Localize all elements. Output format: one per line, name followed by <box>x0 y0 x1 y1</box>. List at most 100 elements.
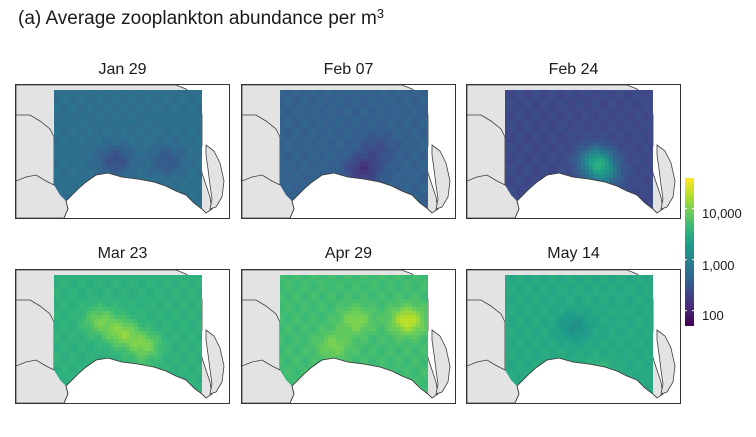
heatmap-cell <box>396 283 400 287</box>
heatmap-cell <box>94 102 98 106</box>
heatmap-cell <box>90 323 94 327</box>
heatmap-cell <box>541 142 545 146</box>
heatmap-cell <box>521 174 525 178</box>
heatmap-cell <box>106 98 110 102</box>
heatmap-cell <box>324 114 328 118</box>
heatmap-cell <box>74 170 78 174</box>
heatmap-cell <box>645 198 649 202</box>
heatmap-cell <box>392 275 396 279</box>
heatmap-cell <box>106 319 110 323</box>
heatmap-cell <box>320 166 324 170</box>
heatmap-cell <box>613 158 617 162</box>
heatmap-cell <box>400 275 404 279</box>
heatmap-cell <box>70 98 74 102</box>
heatmap-cell <box>609 126 613 130</box>
heatmap-cell <box>114 347 118 351</box>
heatmap-cell <box>372 98 376 102</box>
heatmap-cell <box>509 150 513 154</box>
heatmap-cell <box>98 126 102 130</box>
heatmap-cell <box>126 323 130 327</box>
heatmap-cell <box>300 275 304 279</box>
heatmap-cell <box>134 150 138 154</box>
heatmap-cell <box>142 351 146 355</box>
heatmap-cell <box>166 315 170 319</box>
heatmap-cell <box>316 166 320 170</box>
heatmap-cell <box>360 126 364 130</box>
heatmap-cell <box>328 146 332 150</box>
heatmap-cell <box>645 178 649 182</box>
heatmap-cell <box>82 130 86 134</box>
heatmap-cell <box>505 138 509 142</box>
heatmap-cell <box>384 154 388 158</box>
heatmap-cell <box>541 122 545 126</box>
heatmap-cell <box>288 114 292 118</box>
heatmap-cell <box>420 170 424 174</box>
heatmap-cell <box>82 295 86 299</box>
heatmap-cell <box>146 138 150 142</box>
heatmap-cell <box>158 150 162 154</box>
heatmap-cell <box>613 126 617 130</box>
heatmap-cell <box>304 126 308 130</box>
heatmap-cell <box>110 331 114 335</box>
heatmap-cell <box>154 162 158 166</box>
heatmap-cell <box>517 194 521 198</box>
heatmap-cell <box>288 194 292 198</box>
heatmap-cell <box>90 351 94 355</box>
heatmap-cell <box>122 343 126 347</box>
heatmap-cell <box>621 126 625 130</box>
heatmap-cell <box>392 283 396 287</box>
heatmap-cell <box>412 166 416 170</box>
heatmap-cell <box>388 122 392 126</box>
heatmap-cell <box>609 166 613 170</box>
heatmap-cell <box>625 158 629 162</box>
heatmap-cell <box>122 331 126 335</box>
heatmap-cell <box>360 122 364 126</box>
heatmap-cell <box>170 311 174 315</box>
heatmap-cell <box>537 110 541 114</box>
heatmap-cell <box>424 110 428 114</box>
heatmap-cell <box>400 142 404 146</box>
heatmap-cell <box>142 319 146 323</box>
heatmap-cell <box>340 295 344 299</box>
heatmap-cell <box>537 106 541 110</box>
heatmap-cell <box>332 291 336 295</box>
heatmap-cell <box>158 174 162 178</box>
heatmap-cell <box>388 114 392 118</box>
heatmap-cell <box>344 138 348 142</box>
heatmap-cell <box>106 158 110 162</box>
heatmap-cell <box>130 311 134 315</box>
heatmap-cell <box>645 166 649 170</box>
heatmap-cell <box>198 287 202 291</box>
heatmap-cell <box>198 279 202 283</box>
heatmap-cell <box>537 102 541 106</box>
heatmap-cell <box>328 114 332 118</box>
heatmap-cell <box>364 118 368 122</box>
heatmap-cell <box>420 194 424 198</box>
heatmap-cell <box>553 118 557 122</box>
heatmap-cell <box>110 319 114 323</box>
heatmap-cell <box>344 130 348 134</box>
heatmap-cell <box>82 315 86 319</box>
heatmap-cell <box>98 287 102 291</box>
heatmap-cell <box>344 279 348 283</box>
heatmap-cell <box>408 178 412 182</box>
heatmap-cell <box>356 283 360 287</box>
heatmap-cell <box>577 174 581 178</box>
land-shape <box>431 144 451 210</box>
heatmap-cell <box>110 106 114 110</box>
heatmap-cell <box>110 275 114 279</box>
heatmap-cell <box>198 194 202 198</box>
heatmap-cell <box>380 166 384 170</box>
heatmap-cell <box>70 114 74 118</box>
heatmap-cell <box>332 166 336 170</box>
heatmap-cell <box>388 158 392 162</box>
heatmap-cell <box>585 126 589 130</box>
heatmap-cell <box>78 166 82 170</box>
heatmap-cell <box>400 90 404 94</box>
heatmap-cell <box>98 170 102 174</box>
heatmap-cell <box>368 90 372 94</box>
heatmap-cell <box>352 102 356 106</box>
heatmap-cell <box>154 323 158 327</box>
heatmap-cell <box>126 303 130 307</box>
heatmap-cell <box>392 162 396 166</box>
